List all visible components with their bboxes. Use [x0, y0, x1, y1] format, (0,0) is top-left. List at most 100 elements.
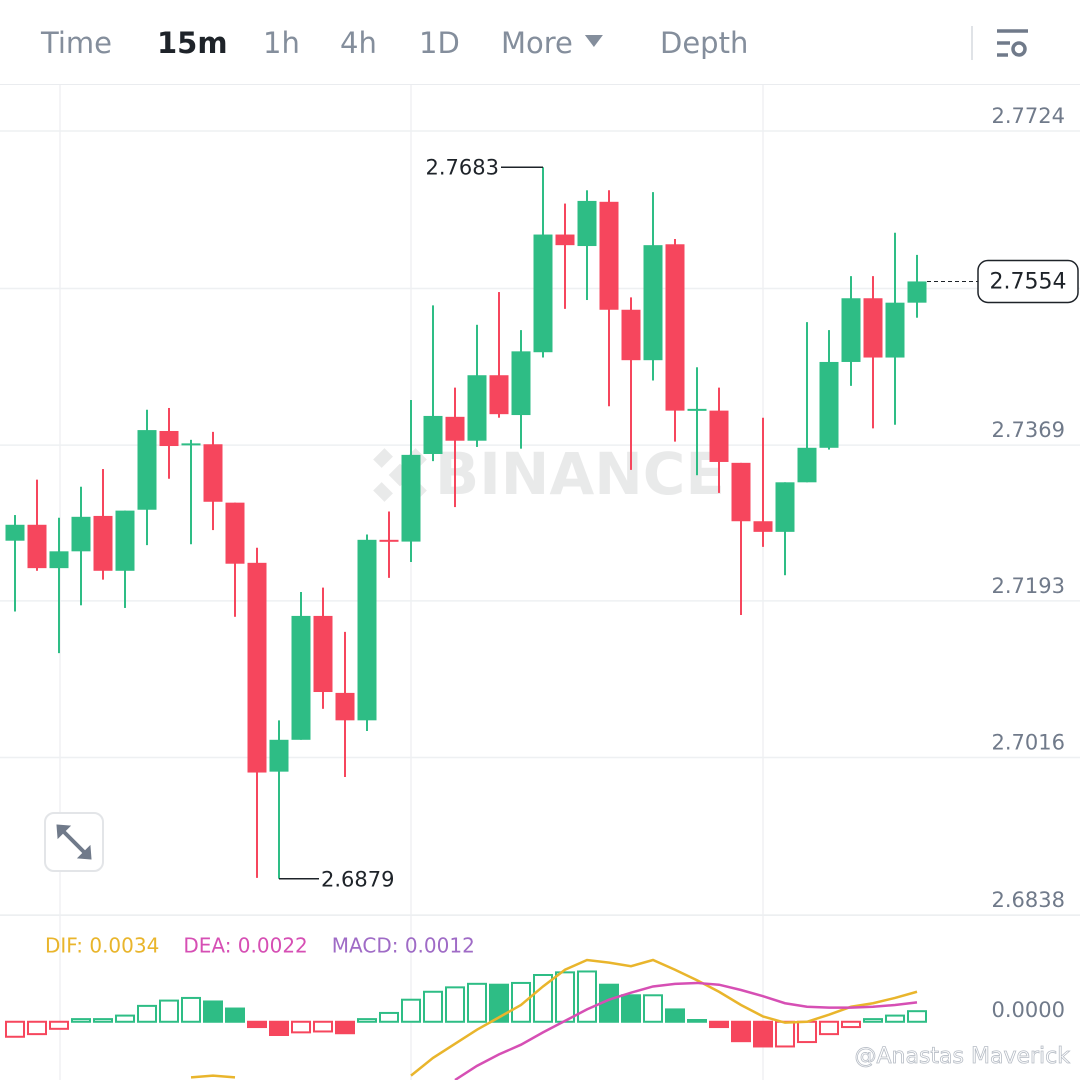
candle-body: [313, 615, 333, 693]
macd-bar: [423, 990, 443, 1023]
candle-body: [775, 482, 795, 532]
candle-body: [335, 692, 355, 721]
candle-body: [709, 410, 729, 462]
macd-bar: [203, 1000, 223, 1023]
candle-body: [225, 502, 245, 564]
candle-body: [489, 375, 509, 415]
candle-body: [621, 309, 641, 361]
candle-body: [379, 539, 399, 542]
macd-bar: [225, 1007, 245, 1023]
macd-bar: [533, 974, 553, 1023]
candle-body: [731, 462, 751, 522]
candle-body: [687, 408, 707, 411]
y-tick-label: 2.7016: [992, 730, 1065, 754]
candle-body: [5, 524, 25, 541]
macd-bar: [467, 982, 487, 1023]
macd-bar: [93, 1018, 113, 1023]
candle-body: [93, 515, 113, 571]
candle-body: [533, 234, 553, 353]
candle-body: [841, 298, 861, 362]
last-price-box: [977, 259, 1079, 304]
macd-bar: [445, 986, 465, 1023]
candle-body: [797, 447, 817, 483]
macd-bar: [71, 1018, 91, 1023]
macd-bar: [709, 1020, 729, 1029]
candle-body: [885, 302, 905, 358]
candle-body: [907, 281, 927, 303]
macd-bar: [137, 1004, 157, 1023]
y-tick-label: 2.7193: [992, 574, 1065, 598]
macd-bar: [643, 994, 663, 1023]
candle-body: [49, 551, 69, 569]
settings-icon[interactable]: [997, 29, 1028, 57]
high-label: 2.7683: [426, 155, 499, 179]
candle-body: [71, 516, 91, 552]
tab[interactable]: Time: [40, 26, 112, 60]
low-label: 2.6879: [321, 868, 394, 892]
candle-body: [753, 521, 773, 532]
macd-bar: [841, 1020, 861, 1029]
candle-body: [445, 416, 465, 441]
candle-body: [555, 234, 575, 246]
macd-bar: [577, 970, 597, 1023]
macd-bar: [181, 996, 201, 1023]
candle-body: [137, 430, 157, 510]
candle-body: [599, 201, 619, 310]
candle-body: [357, 539, 377, 721]
candle-body: [819, 361, 839, 448]
candle-body: [159, 430, 179, 447]
indicator-line: [190, 958, 918, 1079]
candle-body: [863, 298, 883, 358]
macd-bar: [775, 1020, 795, 1048]
macd-bar: [291, 1020, 311, 1034]
macd-bar: [401, 998, 421, 1023]
candle-body: [643, 245, 663, 361]
macd-bar: [819, 1020, 839, 1036]
candle-body: [511, 351, 531, 416]
candle-body: [115, 510, 135, 571]
indicator-line: [454, 981, 918, 1080]
macd-bar: [555, 971, 575, 1023]
candle-body: [665, 244, 685, 411]
macd-bar: [885, 1014, 905, 1023]
macd-bar: [115, 1014, 135, 1023]
y-tick-label: 2.7369: [992, 418, 1065, 442]
dropdown-caret: [584, 35, 603, 47]
macd-bar: [687, 1019, 707, 1023]
macd-bar: [907, 1010, 927, 1023]
tab[interactable]: 1D: [419, 26, 460, 60]
candle-body: [401, 454, 421, 542]
tab[interactable]: 1h: [263, 26, 300, 60]
tab[interactable]: 15m: [157, 26, 228, 60]
macd-bar: [357, 1018, 377, 1023]
candle-body: [467, 375, 487, 441]
macd-bar: [621, 994, 641, 1023]
macd-bar: [335, 1020, 355, 1035]
macd-bar: [313, 1020, 333, 1033]
legend-entry: MACD: 0.0012: [332, 934, 475, 958]
last-price-label: 2.7554: [990, 269, 1067, 294]
legend-entry: DEA: 0.0022: [183, 934, 307, 958]
macd-bar: [49, 1020, 69, 1030]
tab[interactable]: More: [501, 26, 573, 60]
macd-bar: [665, 1008, 685, 1023]
candle-body: [203, 444, 223, 502]
tab[interactable]: 4h: [340, 26, 377, 60]
expand-button[interactable]: [44, 812, 104, 872]
candle-body: [27, 524, 47, 569]
credit: @Anastas Maverick: [854, 1044, 1070, 1069]
tab[interactable]: Depth: [660, 26, 748, 60]
watermark-text: BINANCE: [435, 440, 725, 508]
macd-bar: [247, 1020, 267, 1029]
vertical-grid: [59, 85, 764, 1080]
macd-bar: [511, 981, 531, 1023]
candle-body: [269, 739, 289, 772]
macd-bar: [753, 1020, 773, 1048]
y-tick-label: 2.7724: [992, 104, 1065, 128]
macd-bar: [5, 1020, 25, 1038]
macd-bar: [731, 1020, 751, 1043]
macd-bar: [159, 999, 179, 1023]
toolbar: Time 15m 1h 4h 1D More Depth: [0, 26, 1080, 85]
macd-bar: [27, 1020, 47, 1036]
